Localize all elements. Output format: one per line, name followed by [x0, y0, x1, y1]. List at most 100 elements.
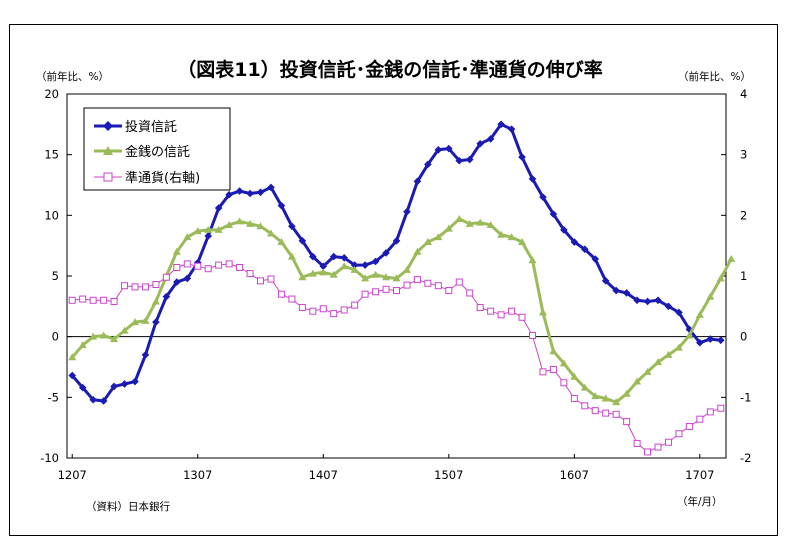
series-1-point-21 [287, 252, 296, 260]
series-1-point-42 [507, 233, 516, 241]
series-1-point-18 [256, 222, 265, 230]
series-0-point-13 [204, 232, 213, 240]
series-1-point-47 [559, 359, 568, 367]
series-2-point-59 [685, 422, 693, 430]
series-1-point-7 [141, 316, 150, 324]
series-2-point-9 [162, 273, 170, 281]
series-1-point-58 [674, 343, 683, 351]
series-2-point-35 [434, 282, 442, 290]
series-0-point-37 [455, 156, 464, 165]
series-0-point-41 [497, 120, 505, 129]
series-2-point-1 [79, 295, 87, 303]
series-0-point-26 [340, 254, 348, 262]
series-2-point-44 [528, 331, 536, 339]
series-2-point-47 [560, 379, 568, 387]
series-1-point-25 [329, 270, 338, 278]
series-1-point-51 [601, 394, 610, 402]
left-tick-label-5: -5 [48, 390, 59, 404]
series-layer [68, 120, 736, 456]
series-2-point-46 [549, 365, 557, 373]
series-1-point-54 [633, 377, 642, 385]
right-tick-label-4: 0 [740, 330, 747, 344]
series-1-point-40 [486, 221, 495, 229]
series-1-point-35 [434, 233, 443, 241]
series-2-point-55 [644, 448, 652, 456]
series-2-point-5 [121, 282, 129, 290]
series-line-1 [71, 217, 733, 404]
series-0-point-47 [560, 226, 568, 234]
series-2-point-50 [591, 407, 599, 415]
series-1-point-20 [277, 238, 286, 246]
left-tick-label-2: 10 [44, 208, 59, 222]
series-0-point-15 [225, 190, 233, 199]
series-2-point-37 [455, 278, 463, 286]
series-2-point-3 [100, 296, 108, 304]
series-2-point-48 [570, 395, 578, 403]
series-1-point-50 [591, 392, 600, 400]
series-1 [68, 214, 736, 406]
left-axis-ticks: 20 15 10 5 0 -5 -10 [40, 87, 72, 465]
series-1-point-48 [570, 372, 579, 380]
series-1-point-33 [413, 247, 422, 255]
series-0-point-16 [235, 187, 244, 195]
series-0-point-31 [392, 237, 401, 245]
series-2-point-18 [257, 277, 265, 285]
series-2-point-12 [194, 262, 202, 270]
series-1-point-4 [110, 335, 119, 343]
series-0-point-4 [110, 382, 118, 391]
series-1-point-0 [68, 353, 77, 361]
series-0-point-18 [256, 188, 265, 197]
series-1-point-1 [78, 341, 87, 349]
series-1-point-41 [497, 230, 506, 238]
series-1-point-11 [183, 233, 192, 241]
series-1-point-52 [612, 398, 621, 406]
series-0-point-55 [643, 297, 652, 306]
series-2-point-41 [497, 311, 505, 319]
series-1-point-2 [89, 332, 98, 340]
series-0-point-40 [486, 135, 495, 143]
legend: 投資信託 金銭の信託 準通貨(右軸) [83, 107, 231, 191]
left-axis-unit: （前年比、%） [36, 70, 109, 83]
left-tick-label-0: 20 [44, 87, 59, 101]
series-1-point-57 [664, 350, 673, 358]
left-tick-label-6: -10 [40, 451, 59, 465]
series-2 [68, 260, 725, 456]
series-2-point-16 [236, 264, 244, 272]
series-0-point-46 [549, 210, 558, 218]
series-0-point-24 [319, 262, 328, 271]
series-2-point-6 [131, 283, 139, 291]
series-0-point-7 [141, 351, 150, 359]
series-0-point-49 [580, 245, 589, 254]
series-2-point-54 [633, 439, 641, 447]
x-tick-label-3: 1507 [434, 468, 463, 482]
series-1-point-30 [382, 273, 391, 281]
series-0-point-60 [696, 338, 704, 347]
series-0-point-30 [382, 249, 390, 257]
legend-label-0: 投資信託 [125, 119, 177, 135]
x-tick-label-0: 1207 [58, 468, 87, 482]
series-0-point-9 [162, 292, 171, 301]
series-0-point-1 [78, 383, 87, 392]
series-1-point-13 [204, 225, 213, 233]
series-2-point-25 [330, 310, 338, 318]
series-0-point-23 [309, 252, 317, 261]
right-tick-label-0: 4 [740, 87, 747, 101]
series-0-point-45 [539, 193, 547, 201]
series-0-point-14 [214, 204, 223, 212]
series-2-point-60 [696, 415, 704, 423]
series-0-point-39 [476, 139, 484, 148]
series-0-point-2 [89, 395, 97, 404]
series-1-point-31 [392, 274, 401, 282]
series-0-point-29 [371, 257, 380, 266]
series-1-point-28 [361, 274, 370, 282]
right-tick-label-5: -1 [740, 390, 751, 404]
series-0-point-21 [288, 222, 296, 231]
x-axis-unit: （年/月） [677, 495, 723, 508]
legend-label-1: 金銭の信託 [125, 144, 190, 160]
right-tick-label-3: 1 [740, 269, 747, 283]
series-1-point-29 [371, 270, 380, 278]
series-1-point-49 [580, 383, 589, 391]
series-0-point-58 [675, 308, 683, 317]
series-2-point-53 [623, 418, 631, 426]
right-tick-label-1: 3 [740, 148, 747, 162]
